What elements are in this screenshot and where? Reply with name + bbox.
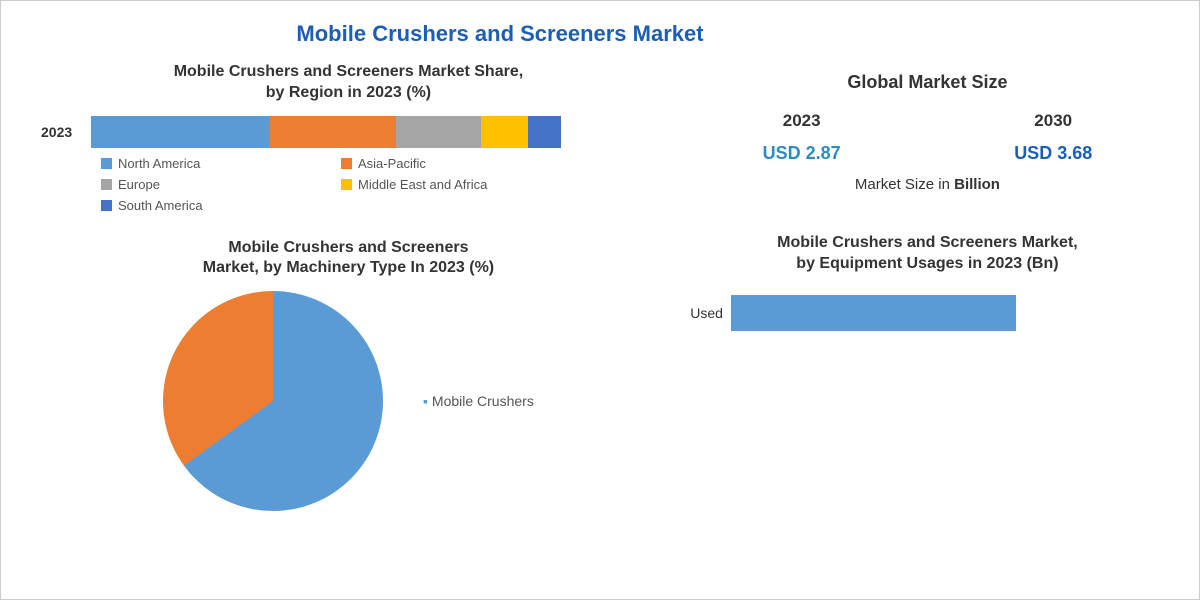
pie-chart-title: Mobile Crushers and Screeners Market, by… (41, 238, 656, 280)
left-column: Mobile Crushers and Screeners Market Sha… (41, 62, 656, 582)
region-legend: North America Asia-Pacific Europe Middle Ea… (41, 156, 656, 213)
pie-title-line2: Market, by Machinery Type In 2023 (%) (203, 259, 494, 276)
equip-category-label: Used (676, 305, 731, 321)
legend-label: Europe (118, 177, 160, 192)
pie-legend-label: Mobile Crushers (432, 393, 534, 409)
gms-year-1: 2030 (1034, 111, 1072, 131)
pie-graphic (163, 291, 383, 511)
equip-title-line1: Mobile Crushers and Screeners Market, (777, 234, 1078, 251)
pie-row: ▪ Mobile Crushers (41, 291, 656, 511)
pie-legend-item: ▪ Mobile Crushers (423, 393, 534, 409)
legend-swatch (101, 158, 112, 169)
region-chart-title: Mobile Crushers and Screeners Market Sha… (41, 62, 656, 104)
legend-label: North America (118, 156, 200, 171)
global-market-size-panel: Global Market Size 2023 2030 USD 2.87 US… (676, 62, 1179, 193)
legend-item: North America (101, 156, 301, 171)
legend-item: South America (101, 198, 301, 213)
gms-title: Global Market Size (676, 72, 1179, 93)
pie-legend-marker: ▪ (423, 393, 432, 409)
legend-label: Middle East and Africa (358, 177, 487, 192)
equip-chart-title: Mobile Crushers and Screeners Market, by… (676, 233, 1179, 275)
region-segment (270, 116, 397, 148)
gms-note-bold: Billion (954, 176, 1000, 193)
machinery-pie-chart: Mobile Crushers and Screeners Market, by… (41, 238, 656, 512)
gms-year-0: 2023 (783, 111, 821, 131)
equipment-usage-chart: Mobile Crushers and Screeners Market, by… (676, 233, 1179, 331)
gms-value-1: USD 3.68 (1014, 143, 1092, 164)
legend-label: South America (118, 198, 203, 213)
region-share-chart: Mobile Crushers and Screeners Market Sha… (41, 62, 656, 213)
pie-title-line1: Mobile Crushers and Screeners (228, 239, 468, 256)
gms-note: Market Size in Billion (676, 176, 1179, 193)
equip-title-line2: by Equipment Usages in 2023 (Bn) (796, 255, 1058, 272)
dashboard-grid: Mobile Crushers and Screeners Market Sha… (41, 62, 1159, 582)
page-title: Mobile Crushers and Screeners Market (0, 21, 1159, 47)
region-title-line2: by Region in 2023 (%) (266, 84, 431, 101)
legend-swatch (341, 158, 352, 169)
equip-bar (731, 295, 1016, 331)
legend-label: Asia-Pacific (358, 156, 426, 171)
equip-bar-track (731, 295, 1121, 331)
gms-value-row: USD 2.87 USD 3.68 (676, 143, 1179, 164)
region-segment (481, 116, 528, 148)
equip-bar-row: Used (676, 295, 1179, 331)
region-segment (396, 116, 481, 148)
gms-year-row: 2023 2030 (676, 111, 1179, 131)
pie-legend: ▪ Mobile Crushers (423, 393, 534, 409)
region-segment (91, 116, 270, 148)
right-column: Global Market Size 2023 2030 USD 2.87 US… (676, 62, 1179, 582)
region-year-label: 2023 (41, 124, 91, 140)
region-segment (528, 116, 561, 148)
legend-item: Middle East and Africa (341, 177, 541, 192)
region-stacked-bar (91, 116, 561, 148)
legend-swatch (101, 179, 112, 190)
region-title-line1: Mobile Crushers and Screeners Market Sha… (174, 63, 523, 80)
gms-value-0: USD 2.87 (763, 143, 841, 164)
gms-note-prefix: Market Size in (855, 176, 954, 193)
legend-item: Europe (101, 177, 301, 192)
legend-item: Asia-Pacific (341, 156, 541, 171)
region-bar-row: 2023 (41, 116, 656, 148)
legend-swatch (101, 200, 112, 211)
legend-swatch (341, 179, 352, 190)
